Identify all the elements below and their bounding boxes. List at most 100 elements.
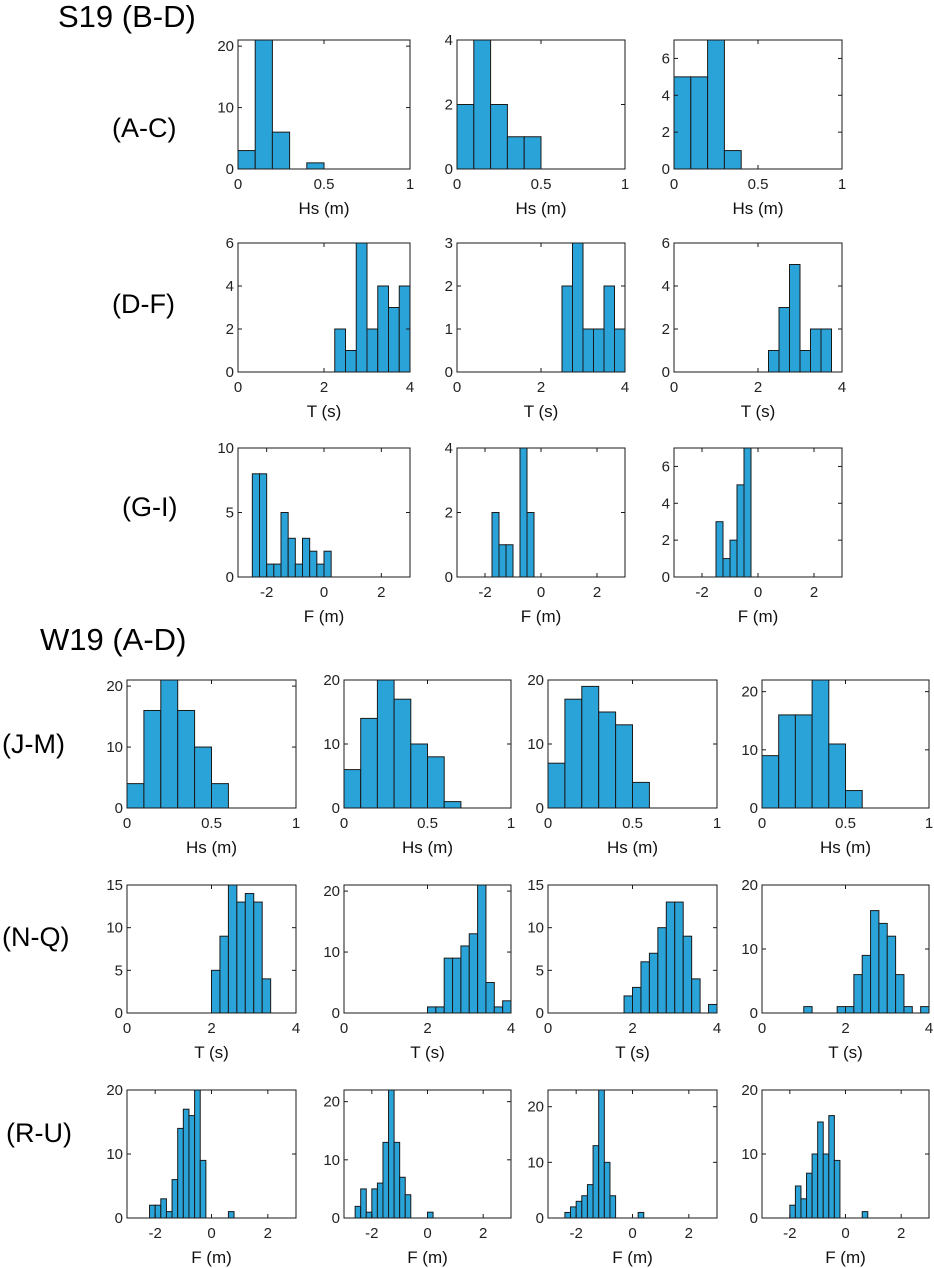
histogram-bar bbox=[609, 1195, 617, 1219]
histogram-panel-w19-o: 0 2 4 0 10 20 T (s) bbox=[323, 883, 515, 1062]
x-axis-label: Hs (m) bbox=[186, 838, 237, 857]
histogram-panel-s19-b: 0 0.5 1 0 2 4 Hs (m) bbox=[445, 32, 630, 218]
y-tick-label: 20 bbox=[741, 684, 758, 701]
y-tick-label: 0 bbox=[332, 1210, 340, 1227]
x-axis-label: Hs (m) bbox=[607, 838, 658, 857]
histogram-bar bbox=[254, 39, 273, 170]
histogram-bar bbox=[845, 1006, 855, 1014]
x-tick-label: 0 bbox=[123, 1020, 131, 1037]
axes-frame bbox=[343, 1089, 512, 1219]
histogram-bar bbox=[493, 1006, 504, 1014]
y-tick-label: 2 bbox=[445, 505, 453, 522]
histogram-bar bbox=[177, 1127, 184, 1219]
histogram-bar bbox=[149, 1204, 156, 1219]
x-tick-label: 2 bbox=[593, 584, 601, 601]
histogram-bar bbox=[895, 974, 905, 1014]
histogram-bar bbox=[345, 350, 357, 373]
histogram-bar bbox=[377, 285, 389, 373]
histogram-bar bbox=[623, 995, 633, 1014]
histogram-bar bbox=[570, 1206, 577, 1219]
histogram-bar bbox=[404, 1194, 412, 1219]
x-axis-label: F (m) bbox=[304, 607, 345, 626]
y-tick-label: 10 bbox=[323, 944, 340, 961]
histogram-panel-s19-i: -2 0 2 0 2 4 6 F (m) bbox=[662, 447, 843, 626]
x-tick-label: 0 bbox=[123, 815, 131, 832]
y-tick-label: 20 bbox=[106, 1082, 123, 1099]
histogram-bar bbox=[614, 328, 626, 373]
x-tick-label: 0 bbox=[544, 815, 552, 832]
x-tick-label: 1 bbox=[838, 176, 846, 193]
histogram-bar bbox=[236, 901, 246, 1014]
histogram-bar bbox=[273, 563, 282, 578]
y-tick-label: 6 bbox=[662, 458, 670, 475]
y-tick-label: 4 bbox=[662, 87, 670, 104]
histogram-bar bbox=[828, 743, 846, 809]
y-tick-label: 10 bbox=[106, 739, 123, 756]
histogram-bar bbox=[800, 1198, 808, 1219]
histogram-bar bbox=[833, 1159, 841, 1219]
y-tick-label: 2 bbox=[662, 124, 670, 141]
x-tick-label: 1 bbox=[406, 176, 414, 193]
x-tick-label: 4 bbox=[713, 1020, 721, 1037]
histogram-panel-w19-p: 0 2 4 0 5 10 15 T (s) bbox=[527, 877, 721, 1062]
x-tick-label: 2 bbox=[897, 1225, 905, 1242]
x-tick-label: -2 bbox=[569, 1225, 582, 1242]
histogram-bar bbox=[853, 974, 863, 1014]
histogram-bar bbox=[572, 242, 584, 373]
y-tick-label: 6 bbox=[662, 50, 670, 67]
histogram-bar bbox=[736, 484, 745, 578]
y-tick-label: 20 bbox=[741, 1082, 758, 1099]
histogram-bar bbox=[603, 285, 615, 373]
histogram-bar bbox=[388, 1089, 395, 1219]
x-tick-label: 0.5 bbox=[748, 176, 769, 193]
histogram-bar bbox=[789, 1204, 796, 1219]
histogram-bar bbox=[227, 884, 238, 1014]
histogram-bar bbox=[287, 537, 296, 578]
x-axis-label: T (s) bbox=[615, 1043, 650, 1062]
x-tick-label: -2 bbox=[783, 1225, 796, 1242]
histogram-bar bbox=[323, 550, 332, 578]
histogram-bar bbox=[354, 1205, 362, 1219]
histogram-bar bbox=[708, 1003, 718, 1014]
y-tick-label: 10 bbox=[741, 742, 758, 759]
histogram-bar bbox=[592, 1145, 600, 1219]
x-tick-label: 2 bbox=[320, 379, 328, 396]
histogram-bar bbox=[878, 922, 888, 1014]
histogram-bar bbox=[526, 512, 535, 578]
x-tick-label: 2 bbox=[377, 584, 385, 601]
y-tick-label: 0 bbox=[536, 1210, 544, 1227]
histogram-bar bbox=[845, 790, 863, 809]
y-tick-label: 3 bbox=[445, 235, 453, 252]
x-axis-label: T (s) bbox=[828, 1043, 863, 1062]
histogram-panel-s19-h: -2 0 2 0 2 4 F (m) bbox=[445, 440, 626, 626]
histogram-bar bbox=[598, 1089, 605, 1219]
histogram-bar bbox=[473, 39, 492, 170]
histogram-bar bbox=[244, 893, 255, 1014]
x-tick-label: 0.5 bbox=[531, 176, 552, 193]
x-tick-label: 0.5 bbox=[417, 815, 438, 832]
y-tick-label: 0 bbox=[750, 1005, 758, 1022]
histogram-bar bbox=[477, 884, 487, 1014]
histogram-bar bbox=[648, 952, 659, 1014]
histogram-bar bbox=[870, 910, 880, 1014]
histogram-bar bbox=[761, 755, 780, 809]
histogram-bar bbox=[399, 1176, 406, 1219]
x-tick-label: 0 bbox=[537, 584, 545, 601]
y-tick-label: 10 bbox=[217, 100, 234, 117]
x-tick-label: 0 bbox=[670, 379, 678, 396]
histogram-bar bbox=[673, 76, 692, 170]
x-tick-label: 0 bbox=[320, 584, 328, 601]
histogram-bar bbox=[593, 328, 605, 373]
histogram-bar bbox=[302, 537, 311, 578]
histogram-bar bbox=[586, 1184, 594, 1219]
x-tick-label: 2 bbox=[754, 379, 762, 396]
x-tick-label: 4 bbox=[507, 1020, 515, 1037]
x-tick-label: 2 bbox=[685, 1225, 693, 1242]
y-tick-label: 0 bbox=[662, 161, 670, 178]
y-tick-label: 0 bbox=[445, 364, 453, 381]
y-tick-label: 6 bbox=[662, 235, 670, 252]
x-tick-label: 0 bbox=[453, 176, 461, 193]
